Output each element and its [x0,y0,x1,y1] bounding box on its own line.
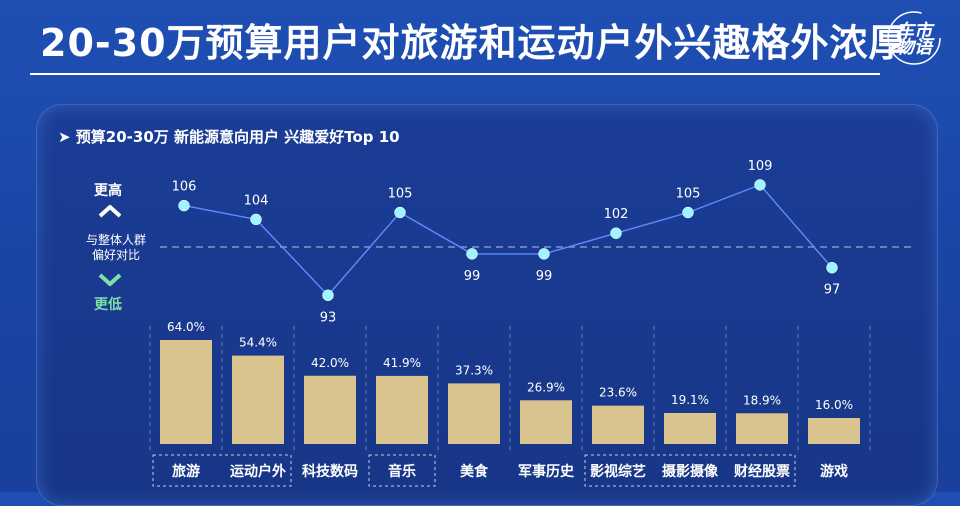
legend-compare-line: 偏好对比 [91,248,140,262]
bar-value-label: 19.1% [671,393,709,407]
tgi-value-label: 99 [536,269,553,284]
chevron-down-icon [98,273,122,286]
x-tick-label: 影视综艺 [590,463,646,480]
legend-lower-label: 更低 [94,297,122,313]
chart-title: ➤ 预算20-30万 新能源意向用户 兴趣爱好Top 10 [58,126,400,147]
bar [592,405,644,444]
x-tick-label: 运动户外 [230,463,286,480]
x-tick-label: 科技数码 [302,463,358,480]
x-tick-label: 摄影摄像 [662,463,719,480]
bar [448,383,500,444]
tgi-point [466,248,478,260]
logo-ring-icon [887,11,941,65]
bar [232,355,284,444]
bar [160,340,212,444]
tgi-point [178,199,190,212]
bar-value-label: 26.9% [527,380,565,394]
tgi-point [754,179,766,191]
tgi-point [610,227,622,239]
tgi-value-label: 104 [244,193,269,208]
chevron-right-icon: ➤ [58,128,76,146]
bar-value-label: 42.0% [311,356,349,370]
x-tick-label: 游戏 [820,463,848,480]
title-divider [30,73,880,75]
tgi-point [394,206,406,219]
brand-logo: 车市 物语 [886,10,942,66]
chart-canvas: 64.0% 54.4% 42.0% 41.9% 37.3% 26.9% 23.6% 19.1%… [152,159,860,487]
tgi-value-label: 93 [320,310,337,325]
tgi-point [250,213,262,226]
legend-compare: 与整体人群 偏好对比 [70,233,162,263]
bar [376,375,428,444]
bar-value-label: 37.3% [455,363,493,377]
tgi-point [826,261,838,274]
tgi-value-label: 106 [172,180,197,195]
tgi-value-label: 105 [676,187,701,202]
legend-compare-line: 与整体人群 [85,233,146,247]
page-title: 20-30万预算用户对旅游和运动户外兴趣格外浓厚 [40,21,908,65]
bar [520,400,572,444]
legend-higher-label: 更高 [94,183,122,199]
logo-text: 车市 物语 [886,21,942,58]
x-tick-label: 军事历史 [518,463,575,480]
x-tick-label: 音乐 [388,463,416,480]
bar [304,375,356,444]
tgi-point [322,289,334,302]
tgi-value-label: 105 [388,187,413,202]
tgi-value-label: 97 [824,283,841,298]
tgi-series-line [183,184,833,297]
bar [736,413,788,444]
chevron-up-icon [98,205,122,218]
bar-value-label: 41.9% [383,356,421,370]
bar-value-label: 16.0% [815,398,853,412]
category-highlight-box [584,454,796,487]
logo-text-line: 物语 [896,37,932,58]
x-tick-label: 财经股票 [733,463,790,480]
bar-value-label: 54.4% [239,336,277,350]
tgi-value-label: 99 [464,269,481,284]
tgi-point [682,206,694,219]
tgi-value-label: 102 [604,207,629,222]
x-tick-label: 美食 [460,463,489,480]
category-highlight-box [152,454,292,487]
bar [808,418,860,444]
bar-value-label: 64.0% [167,320,205,334]
x-tick-label: 旅游 [172,463,200,480]
bar [664,412,716,444]
chart-title-text: 预算20-30万 新能源意向用户 兴趣爱好Top 10 [75,128,400,146]
bar-value-label: 18.9% [743,393,781,407]
logo-text-line: 车市 [896,21,932,42]
tgi-value-label: 109 [748,159,773,174]
category-highlight-box [368,454,436,487]
bar-value-label: 23.6% [599,386,637,400]
tgi-point [538,248,550,260]
